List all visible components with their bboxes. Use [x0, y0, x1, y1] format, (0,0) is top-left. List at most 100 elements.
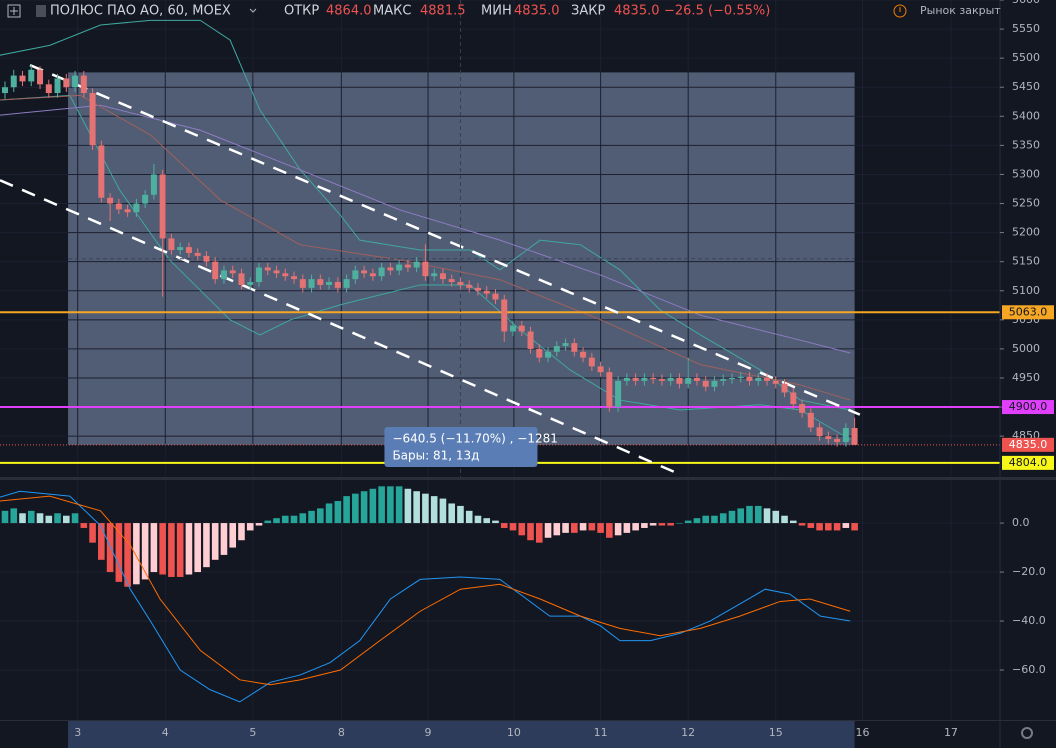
- histogram-bar: [746, 505, 753, 524]
- candle-body: [413, 261, 420, 268]
- candle-body: [772, 380, 779, 384]
- histogram-bar: [851, 523, 858, 531]
- x-tick-label: 16: [855, 726, 869, 739]
- candle-body: [369, 273, 376, 277]
- level-label-bg: [1002, 400, 1054, 415]
- histogram-bar: [246, 523, 254, 531]
- candle-body: [19, 75, 26, 82]
- candle-body: [693, 377, 700, 381]
- candle-body: [842, 427, 849, 442]
- histogram-bar: [220, 523, 228, 555]
- y-tick-label: 4950: [1012, 371, 1040, 384]
- histogram-bar: [290, 515, 298, 524]
- candle-body: [448, 279, 455, 283]
- histogram-bar: [667, 523, 674, 526]
- candle-body: [553, 345, 560, 352]
- histogram-bar: [702, 515, 710, 524]
- candle-body: [378, 267, 385, 277]
- x-tick-label: 3: [74, 726, 81, 739]
- histogram-bar: [728, 510, 736, 524]
- candle-body: [212, 261, 219, 280]
- candle-body: [781, 383, 788, 393]
- candle-body: [431, 273, 438, 277]
- candle-body: [518, 325, 525, 332]
- histogram-bar: [325, 503, 333, 524]
- x-tick-label: 4: [162, 726, 169, 739]
- status-icon[interactable]: [893, 4, 907, 18]
- candle-body: [641, 377, 648, 381]
- histogram-bar: [150, 523, 158, 573]
- histogram-bar: [360, 491, 368, 524]
- candle-body: [580, 351, 587, 358]
- histogram-bar: [176, 523, 184, 577]
- histogram-bar: [255, 523, 263, 526]
- candle-body: [422, 261, 429, 277]
- time-range-highlight: [68, 721, 855, 748]
- candle-body: [501, 299, 508, 332]
- histogram-bar: [553, 523, 561, 536]
- low-value: 4835.0: [514, 4, 560, 19]
- histogram-bar: [571, 523, 578, 533]
- histogram-bar: [317, 508, 324, 524]
- indicator-line: [0, 94, 851, 441]
- close-value: 4835.0: [614, 4, 660, 19]
- histogram-bar: [63, 515, 70, 524]
- candle-body: [37, 69, 44, 85]
- macd-line: [0, 495, 851, 686]
- candle-body: [229, 270, 236, 274]
- histogram-bar: [430, 496, 438, 524]
- candle-body: [387, 267, 394, 271]
- x-tick-label: 17: [944, 726, 958, 739]
- candle-body: [658, 379, 665, 381]
- histogram-bar: [159, 523, 166, 575]
- candle-body: [291, 276, 298, 280]
- level-label-bg: [1002, 305, 1054, 320]
- candle-body: [588, 357, 595, 367]
- candle-body: [816, 427, 823, 437]
- x-tick-label: 10: [507, 726, 521, 739]
- candle-body: [98, 145, 105, 198]
- market-status[interactable]: Рынок закрыт: [920, 4, 1001, 17]
- y-tick-label: 5000: [1012, 342, 1040, 355]
- candle-body: [439, 273, 446, 280]
- candle-body: [720, 379, 727, 381]
- y-tick-label: 5500: [1012, 51, 1040, 64]
- histogram-bar: [343, 496, 350, 524]
- open-label: ОТКР: [284, 4, 319, 19]
- histogram-bar: [80, 523, 88, 528]
- y-tick-label: −60.0: [1012, 663, 1046, 676]
- symbol[interactable]: ПОЛЮС ПАО АО, 60, MOEX: [50, 4, 231, 19]
- histogram-bar: [614, 523, 622, 536]
- histogram-bar: [71, 513, 79, 524]
- candle-body: [632, 377, 639, 381]
- candle-body: [650, 377, 657, 380]
- symbol-icon[interactable]: [36, 5, 46, 17]
- candle-body: [728, 377, 735, 380]
- layout-icon[interactable]: [7, 4, 21, 18]
- candle-body: [527, 331, 534, 349]
- candle-body: [466, 284, 473, 288]
- histogram-bar: [98, 523, 105, 560]
- histogram-bar: [588, 523, 596, 531]
- dropdown-arrow[interactable]: [249, 8, 257, 13]
- candle-body: [238, 273, 245, 285]
- settings[interactable]: [1021, 727, 1033, 739]
- candle-body: [702, 380, 709, 387]
- candle-body: [667, 377, 674, 381]
- measure-label: −640.5 (−11.70%) , −1281: [392, 432, 557, 446]
- histogram-bar: [27, 510, 35, 524]
- candle-body: [676, 377, 683, 384]
- histogram-bar: [273, 518, 280, 524]
- header: ПОЛЮС ПАО АО, 60, MOEX ОТКР 4864.0 МАКС …: [7, 4, 1001, 19]
- histogram-bar: [203, 523, 210, 568]
- settings-icon[interactable]: [1021, 727, 1033, 739]
- high-label: МАКС: [373, 4, 411, 19]
- candle-body: [45, 84, 52, 94]
- x-tick-label: 15: [769, 726, 783, 739]
- candle-body: [185, 247, 192, 253]
- last-price-label: 4835.0: [1009, 438, 1048, 451]
- candle-body: [308, 279, 315, 288]
- candle-body: [326, 282, 333, 285]
